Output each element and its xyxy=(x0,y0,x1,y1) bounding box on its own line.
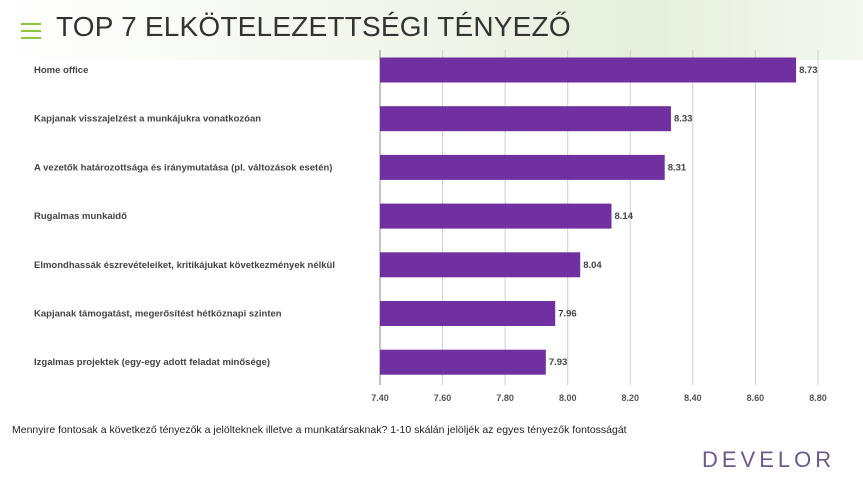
category-label: A vezetők határozottsága és iránymutatás… xyxy=(34,162,332,173)
x-tick-label: 8.40 xyxy=(684,393,702,403)
bar xyxy=(380,57,797,83)
category-label: Rugalmas munkaidő xyxy=(34,211,127,222)
slide-title: TOP 7 ELKÖTELEZETTSÉGI TÉNYEZŐ xyxy=(56,11,571,42)
data-label: 7.93 xyxy=(549,357,568,368)
x-tick-label: 8.20 xyxy=(622,393,640,403)
bar xyxy=(380,349,546,375)
footnote: Mennyire fontosak a következő tényezők a… xyxy=(12,424,627,436)
develor-logo: DEVELOR xyxy=(702,447,836,472)
data-label: 8.33 xyxy=(674,114,693,125)
x-tick-label: 8.60 xyxy=(747,393,765,403)
category-label: Home office xyxy=(34,65,88,76)
category-label: Kapjanak visszajelzést a munkájukra vona… xyxy=(34,114,261,125)
bar xyxy=(380,252,581,278)
x-tick-label: 7.60 xyxy=(434,393,452,403)
category-label: Izgalmas projektek (egy-egy adott felada… xyxy=(34,357,270,368)
data-label: 7.96 xyxy=(558,309,577,320)
menu-lines-icon xyxy=(21,23,41,39)
bar-chart: 7.40 7.60 7.80 8.00 8.20 8.40 8.60 8.80 Home off… xyxy=(34,50,827,403)
bar xyxy=(380,106,671,132)
data-label: 8.04 xyxy=(583,260,602,271)
data-label: 8.14 xyxy=(615,211,634,222)
data-label: 8.73 xyxy=(799,65,818,76)
bar xyxy=(380,154,665,180)
x-tick-label: 7.40 xyxy=(371,393,389,403)
category-label: Elmondhassák észrevételeiket, kritikájuk… xyxy=(34,260,335,271)
bar xyxy=(380,203,612,229)
header-background xyxy=(0,0,863,60)
data-label: 8.31 xyxy=(668,162,687,173)
category-label: Kapjanak támogatást, megerősítést hétköz… xyxy=(34,309,282,320)
x-tick-label: 8.80 xyxy=(809,393,827,403)
bar xyxy=(380,301,556,326)
x-tick-label: 8.00 xyxy=(559,393,577,403)
x-tick-label: 7.80 xyxy=(496,393,514,403)
